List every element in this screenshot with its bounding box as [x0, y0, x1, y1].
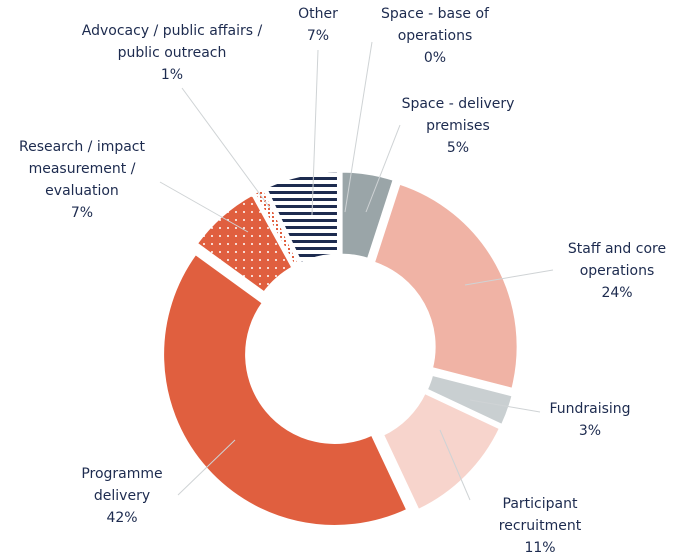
- category-name: Programme delivery: [81, 466, 163, 504]
- value-label: 11%: [524, 540, 556, 556]
- category-name: Other: [298, 6, 338, 22]
- value-label: 24%: [601, 285, 633, 301]
- value-label: 7%: [306, 28, 330, 44]
- category-name: Staff and core operations: [567, 241, 667, 279]
- value-label: 42%: [106, 510, 138, 526]
- category-name: Space - delivery premises: [401, 96, 515, 134]
- slice: [424, 372, 516, 428]
- slice-label: Programme delivery 42%: [62, 463, 182, 529]
- value-label: 7%: [70, 205, 94, 221]
- category-name: Space - base of operations: [381, 6, 489, 44]
- slice-label: Advocacy / public affairs / public outre…: [80, 20, 265, 86]
- slice: [251, 186, 302, 269]
- slice-label: Research / impact measurement / evaluati…: [0, 136, 165, 224]
- leader-line: [469, 399, 541, 413]
- leader-line: [464, 269, 554, 286]
- slice: [194, 191, 296, 296]
- slice-label: Space - delivery premises 5%: [393, 93, 523, 159]
- leader-line: [439, 429, 471, 501]
- value-label: 1%: [160, 67, 184, 83]
- leader-line: [159, 181, 249, 233]
- leader-line: [181, 87, 271, 209]
- slice-label: Staff and core operations 24%: [552, 238, 682, 304]
- slice: [263, 169, 340, 266]
- category-name: Research / impact measurement / evaluati…: [18, 139, 145, 199]
- leader-line: [365, 124, 401, 213]
- slice: [371, 181, 520, 392]
- slice-label: Space - base of operations 0%: [360, 3, 510, 69]
- slice-label: Participant recruitment 11%: [480, 493, 600, 559]
- leader-line: [311, 49, 319, 216]
- category-name: Fundraising: [549, 401, 631, 417]
- slice: [161, 251, 410, 528]
- value-label: 3%: [578, 423, 602, 439]
- slice: [339, 169, 397, 262]
- category-name: Participant recruitment: [498, 496, 582, 534]
- leader-line: [344, 41, 373, 213]
- slice-label: Other 7%: [288, 3, 348, 47]
- leader-line: [177, 439, 236, 496]
- value-label: 0%: [423, 50, 447, 66]
- value-label: 5%: [446, 140, 470, 156]
- slice: [380, 390, 503, 513]
- category-name: Advocacy / public affairs / public outre…: [81, 23, 263, 61]
- slice-label: Fundraising 3%: [530, 398, 650, 442]
